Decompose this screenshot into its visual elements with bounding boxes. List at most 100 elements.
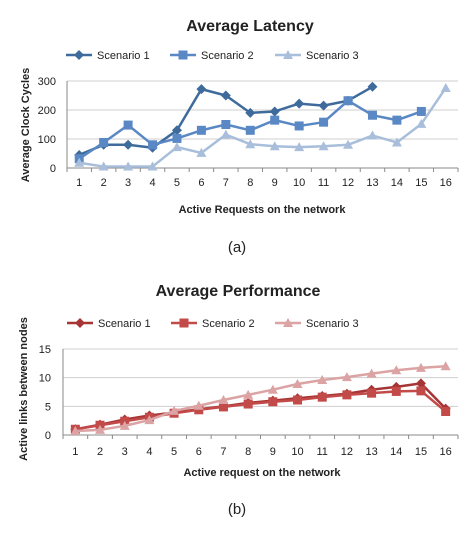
chart-b-x-tick-label: 3 [122, 446, 128, 458]
chart-a-legend-label: Scenario 1 [97, 50, 150, 62]
chart-a-series-1-point [171, 125, 182, 136]
chart-b-series-2-point [441, 406, 451, 416]
chart-b-x-tick-label: 8 [245, 446, 251, 458]
chart-b-legend-label: Scenario 3 [306, 318, 359, 330]
chart-a-series-3-point [440, 82, 451, 92]
chart-a-legend-marker [283, 50, 293, 59]
chart-a-series-2 [74, 96, 426, 164]
chart-a-series-3-point [318, 141, 329, 151]
chart-a-title: Average Latency [186, 18, 314, 35]
chart-a-series-3-line [79, 87, 447, 168]
chart-a-x-tick-label: 16 [440, 177, 452, 189]
chart-a-series-2-point [343, 96, 353, 106]
chart-b-series-2-point [268, 397, 278, 407]
chart-a-ylabel: Average Clock Cycles [20, 68, 32, 183]
chart-b-series-2-point [293, 395, 303, 405]
chart-a-x-tick-label: 6 [198, 177, 204, 189]
chart-b-x-tick-label: 13 [365, 446, 377, 458]
chart-b-x-tick-label: 15 [415, 446, 427, 458]
chart-b-series-3-point [391, 365, 402, 375]
chart-b-series-3-point [366, 368, 377, 378]
chart-b-series-3-point [341, 372, 352, 382]
chart-a-series-3-point [98, 161, 109, 171]
chart-a-series-1-point [294, 98, 305, 109]
chart-a-series-1-point [245, 107, 256, 118]
chart-a-y-tick-label: 100 [38, 134, 56, 146]
chart-a-series-2-point [196, 125, 206, 135]
chart-b-series-2-point [243, 399, 253, 409]
chart-b-series-3-point [317, 374, 328, 384]
chart-b-series-3-point [415, 362, 426, 372]
chart-b-xlabel: Active request on the network [183, 467, 341, 479]
chart-b-series-3-point [70, 425, 81, 435]
chart-a-series-2-point [270, 115, 280, 125]
chart-b-x-tick-label: 5 [171, 446, 177, 458]
chart-b-y-tick-label: 15 [39, 344, 51, 356]
chart-b-y-tick-label: 0 [45, 430, 51, 442]
chart-a-y-tick-label: 0 [50, 163, 56, 175]
chart-a-series-3-point [294, 142, 305, 152]
chart-a-series-3-point [147, 161, 158, 171]
chart-a-series-3-point [171, 142, 182, 152]
chart-b-x-tick-label: 1 [72, 446, 78, 458]
chart-a-x-tick-label: 2 [101, 177, 107, 189]
chart-a-x-tick-label: 11 [318, 177, 329, 189]
chart-a-series-1-point [123, 139, 134, 150]
chart-a-x-tick-label: 7 [223, 177, 229, 189]
chart-a-series-3-point [343, 139, 354, 149]
chart-b-ylabel: Active links between nodes [18, 317, 30, 461]
chart-b-x-tick-label: 9 [270, 446, 276, 458]
chart-b-series-3-point [440, 361, 451, 371]
chart-a-series-2-point [123, 120, 133, 130]
chart-a-series-2-point [221, 120, 231, 129]
chart-a-series-3-point [269, 141, 280, 151]
chart-a-series-3-point [391, 137, 402, 147]
chart-a-x-tick-label: 3 [125, 177, 131, 189]
chart-b-legend-label: Scenario 1 [98, 318, 151, 330]
chart-a-legend-entry-3: Scenario 3 [275, 50, 359, 62]
chart-a-series-1-point [367, 81, 378, 92]
chart-b-series-2-point [342, 390, 352, 400]
chart-b-series-3-point [218, 395, 229, 405]
chart-b-x-tick-label: 14 [390, 446, 402, 458]
chart-a-series-1-point [196, 84, 207, 95]
chart-a-series-1-point [220, 90, 231, 101]
chart-a-legend-label: Scenario 3 [306, 50, 359, 62]
chart-a-series-2-point [172, 133, 182, 143]
chart-b-series-2-point [317, 392, 327, 402]
chart-a-series-2-point [245, 125, 255, 135]
chart-a-y-tick-label: 300 [38, 76, 56, 88]
chart-b-legend-entry-3: Scenario 3 [275, 318, 359, 330]
chart-b-series-1-point [415, 378, 426, 389]
chart-b-y-tick-label: 10 [39, 373, 51, 385]
chart-b-x-tick-label: 12 [341, 446, 353, 458]
chart-b-x-tick-label: 2 [97, 446, 103, 458]
chart-b-series-2-point [218, 402, 228, 412]
chart-b-series-3-point [119, 420, 130, 430]
chart-b-x-tick-label: 4 [146, 446, 152, 458]
chart-b-x-tick-label: 16 [440, 446, 452, 458]
chart-b-legend-entry-2: Scenario 2 [171, 318, 255, 330]
chart-a-x-tick-label: 8 [247, 177, 253, 189]
chart-b-series-2-point [391, 386, 401, 396]
chart-a-legend-entry-2: Scenario 2 [170, 50, 254, 62]
chart-a-series-2-point [392, 115, 402, 125]
chart-a-series-2-point [416, 106, 426, 116]
chart-a-series-3-point [220, 129, 231, 139]
chart-b-legend-label: Scenario 2 [202, 318, 255, 330]
chart-b-series-2-point [416, 386, 426, 396]
chart-a-series-2-point [99, 137, 109, 147]
chart-b-series-2-point [194, 405, 204, 415]
chart-a-x-tick-label: 14 [391, 177, 403, 189]
chart-b-legend-marker [75, 318, 85, 328]
chart-a-series-2-point [319, 117, 329, 127]
chart-a-series-3-point [74, 157, 85, 167]
chart-a-series-3-point [245, 139, 256, 149]
chart-b-series-3 [70, 361, 451, 435]
chart-b-series-3-point [95, 424, 106, 434]
chart-a-x-tick-label: 15 [415, 177, 427, 189]
chart-a-series-2-point [148, 140, 158, 150]
chart-b-series-3-point [144, 415, 155, 425]
